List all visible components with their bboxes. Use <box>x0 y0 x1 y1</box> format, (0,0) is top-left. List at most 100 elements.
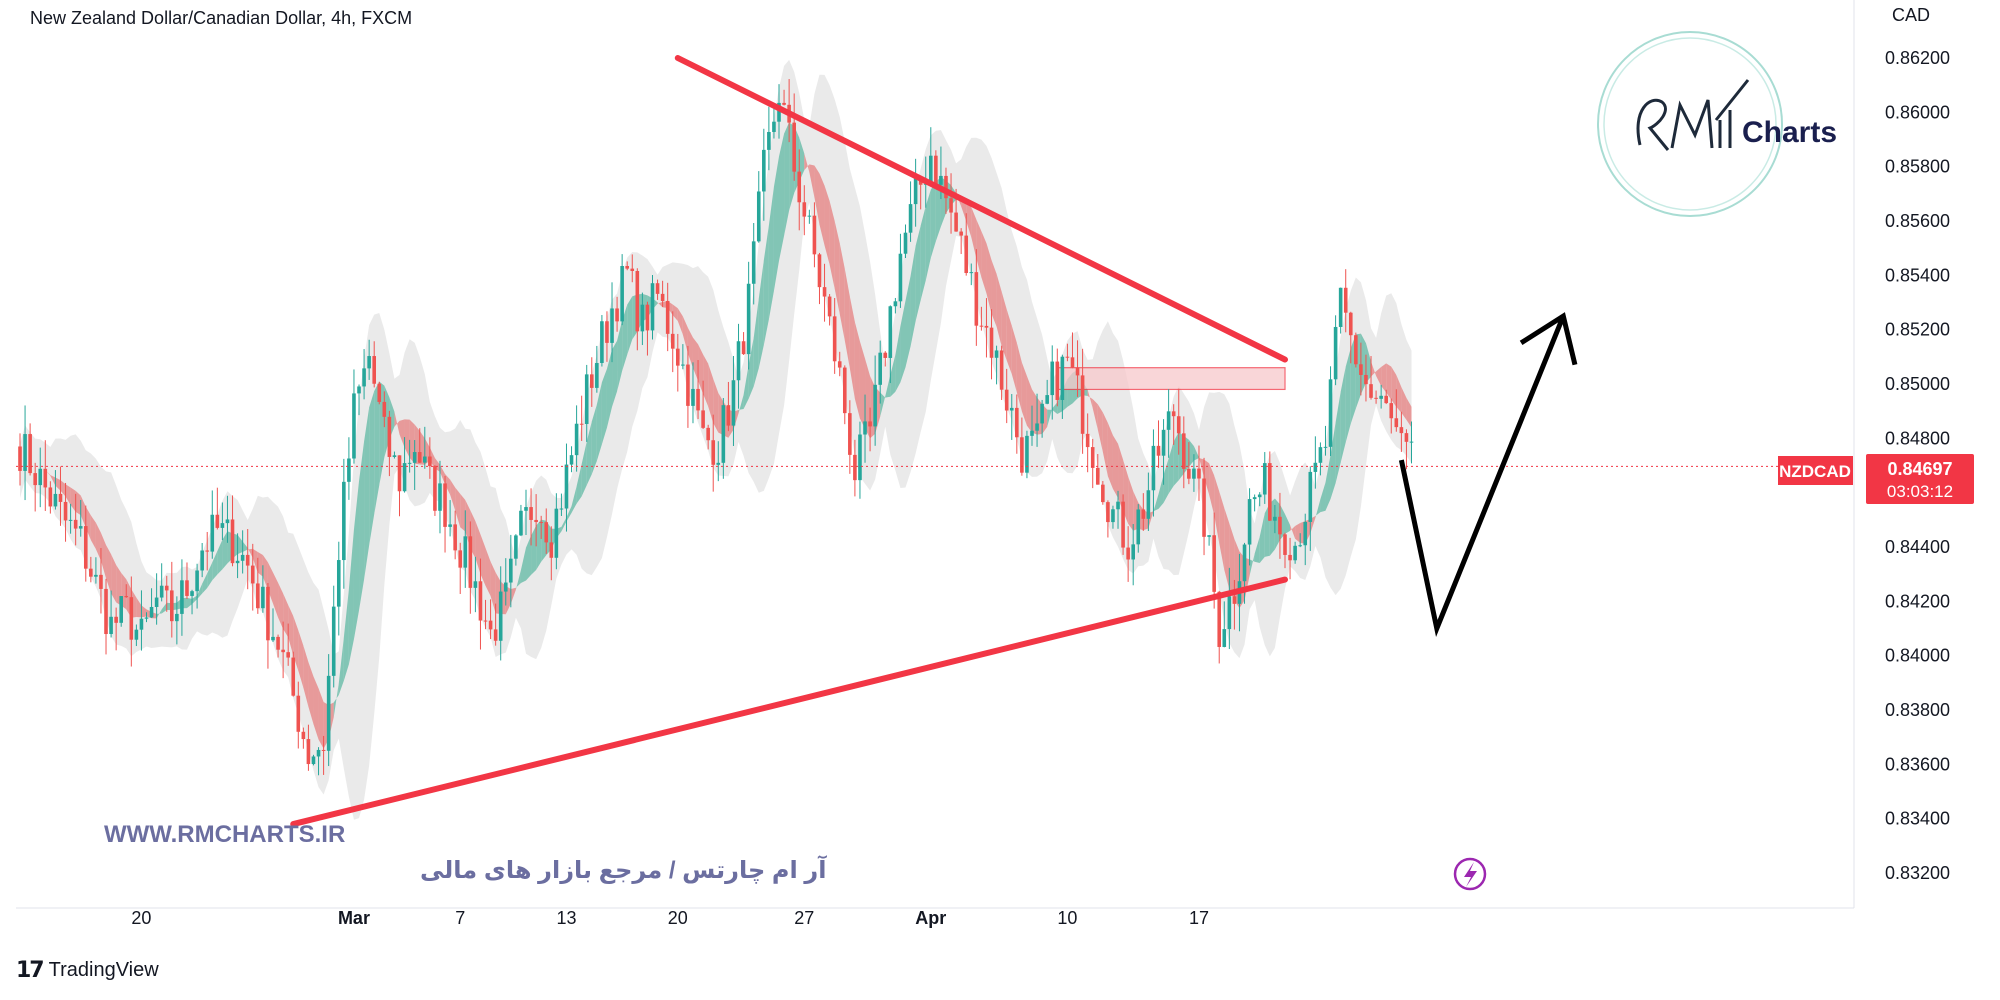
time-tick-label: 27 <box>794 908 814 928</box>
candle-body <box>1045 395 1049 404</box>
candle-body <box>68 519 73 521</box>
candle-body <box>58 493 63 502</box>
ribbon-segment <box>394 411 400 435</box>
ribbon-segment <box>490 561 496 614</box>
ribbon-segment <box>687 327 693 368</box>
trendlines[interactable] <box>290 55 1288 828</box>
ribbon-segment <box>313 676 319 740</box>
candle-body <box>812 215 817 255</box>
candle-body <box>33 473 37 486</box>
candle-body <box>1176 416 1181 434</box>
candle-body <box>554 508 559 558</box>
candle-body <box>1015 407 1019 438</box>
resistance-zone-layer <box>1056 367 1286 391</box>
candle-body <box>301 731 306 740</box>
ribbon-segment <box>1340 366 1346 463</box>
support-trendline[interactable] <box>290 576 1288 828</box>
candle-body <box>1222 629 1227 647</box>
candle-body <box>114 616 118 623</box>
candle-body <box>605 321 609 343</box>
ribbon-segment <box>100 532 107 579</box>
ribbon-segment <box>829 201 835 289</box>
candle-body <box>1303 521 1308 546</box>
flash-event[interactable] <box>1453 857 1487 891</box>
candle-body <box>1095 467 1100 485</box>
candle-body <box>1212 535 1216 592</box>
ribbon-segment <box>212 551 218 581</box>
candle-body <box>1141 509 1146 519</box>
candle-body <box>1359 364 1363 375</box>
ribbon-segment <box>865 358 871 439</box>
candle-body <box>939 175 943 185</box>
candle-body <box>1369 384 1373 398</box>
candle-body <box>1131 544 1135 560</box>
candle-body <box>721 405 726 463</box>
ribbon-segment <box>834 221 840 314</box>
candle-body <box>1394 418 1399 428</box>
ribbon-segment <box>571 486 577 513</box>
candle-body <box>1055 361 1060 400</box>
ribbon-segment <box>561 517 567 532</box>
projection-path[interactable] <box>1398 315 1566 638</box>
candle-body <box>913 177 918 205</box>
ribbon-segment <box>1376 367 1382 386</box>
ribbon-segment <box>106 545 112 594</box>
tradingview-brand[interactable]: 17 TradingView <box>16 958 159 983</box>
candle-body <box>200 550 204 571</box>
candle-body <box>584 374 589 424</box>
ribbon-segment <box>247 547 253 558</box>
candle-body <box>1025 435 1029 473</box>
ribbon-segment <box>784 122 790 236</box>
candle-body <box>964 235 969 274</box>
resistance-trendline[interactable] <box>674 55 1288 363</box>
candle-body <box>423 456 427 463</box>
candle-body <box>1384 395 1388 404</box>
ribbon-segment <box>1219 491 1225 570</box>
price-tick-label: 0.85600 <box>1885 211 1950 231</box>
candle-body <box>979 325 984 327</box>
ribbon-segment <box>1295 523 1301 543</box>
candle-body <box>417 452 422 463</box>
ribbon-segment <box>1118 443 1124 512</box>
ribbon-segment <box>278 582 284 630</box>
ribbon-segment <box>566 506 572 522</box>
candle-body <box>124 596 129 598</box>
candle-body <box>175 613 179 622</box>
candle-body <box>1101 484 1105 503</box>
ribbon-segment <box>186 597 193 609</box>
ribbon-segment <box>369 391 375 546</box>
ribbon-segment <box>293 615 299 671</box>
ribbon-segment <box>971 207 977 259</box>
ribbon-segment <box>480 534 486 586</box>
ribbon-segment <box>1254 536 1260 564</box>
ribbon-segment <box>262 554 268 590</box>
ribbon-segment <box>839 243 845 341</box>
candle-body <box>1207 535 1211 537</box>
candle-body <box>367 356 371 369</box>
ribbon-segment <box>207 562 213 588</box>
candle-body <box>493 629 498 641</box>
ribbon-segment <box>90 515 96 550</box>
candle-body <box>863 421 867 435</box>
candle-body <box>736 341 741 381</box>
ribbon-segment <box>1168 441 1174 494</box>
candle-body <box>777 102 781 122</box>
ribbon-segment <box>252 548 258 573</box>
candle-body <box>478 581 483 621</box>
time-tick-label: 17 <box>1189 908 1209 928</box>
ribbon-segment <box>1016 342 1022 412</box>
candle-body <box>822 287 827 297</box>
ribbon-segment <box>900 300 906 383</box>
time-tick-label: 20 <box>131 908 151 928</box>
ribbon-segment <box>136 597 142 618</box>
resistance-zone[interactable] <box>1056 367 1286 391</box>
price-axis[interactable]: 0.86200 0.86000 0.85800 0.85600 0.85400 0.852… <box>1885 48 1950 883</box>
candle-body <box>1374 397 1378 399</box>
time-axis[interactable]: 20 Mar 7 13 20 27 Apr 10 17 <box>131 908 1209 928</box>
ribbon-segment <box>1259 513 1265 564</box>
candle-body <box>1146 490 1151 519</box>
ribbon-segment <box>672 304 678 322</box>
candle-body <box>1399 427 1404 434</box>
projection-arrow[interactable] <box>1398 312 1578 638</box>
